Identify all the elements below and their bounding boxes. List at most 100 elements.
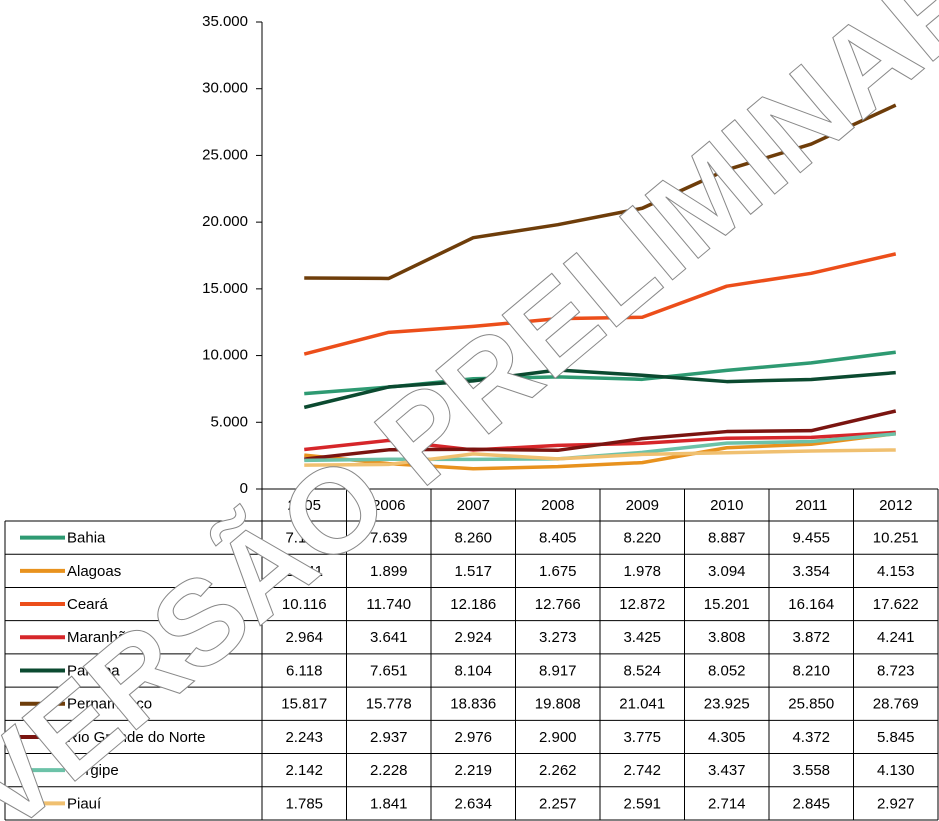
table-cell: 1.978 bbox=[623, 563, 661, 580]
table-cell: 3.273 bbox=[539, 629, 577, 646]
table-cell: 3.641 bbox=[370, 629, 408, 646]
table-cell: 2.900 bbox=[539, 729, 577, 746]
table-cell: 10.251 bbox=[873, 530, 919, 547]
table-cell: 2.142 bbox=[285, 762, 323, 779]
table-cell: 19.808 bbox=[535, 696, 581, 713]
y-tick-label: 25.000 bbox=[202, 146, 248, 163]
table-cell: 1.785 bbox=[285, 795, 323, 812]
series-line bbox=[303, 368, 896, 410]
table-cell: 3.558 bbox=[792, 762, 830, 779]
legend-label: Rio Grande do Norte bbox=[67, 729, 205, 746]
table-cell: 8.104 bbox=[454, 662, 492, 679]
table-cell: 4.372 bbox=[792, 729, 830, 746]
y-tick-label: 35.000 bbox=[202, 13, 248, 30]
series-line bbox=[304, 431, 896, 471]
x-tick-label: 2010 bbox=[710, 497, 743, 514]
table-cell: 4.305 bbox=[708, 729, 746, 746]
table-cell: 8.210 bbox=[792, 662, 830, 679]
y-tick-label: 15.000 bbox=[202, 280, 248, 297]
y-tick-label: 5.000 bbox=[210, 413, 248, 430]
table-cell: 3.437 bbox=[708, 762, 746, 779]
series-line bbox=[303, 252, 897, 356]
legend-label: Piauí bbox=[67, 795, 102, 812]
table-cell: 23.925 bbox=[704, 696, 750, 713]
x-tick-label: 2006 bbox=[372, 497, 405, 514]
table-cell: 4.130 bbox=[877, 762, 915, 779]
y-tick-label: 0 bbox=[240, 480, 248, 497]
legend-label: Maranhão bbox=[67, 629, 135, 646]
series-line bbox=[304, 409, 897, 461]
table-cell: 2.976 bbox=[454, 729, 492, 746]
table-cell: 7.651 bbox=[370, 662, 408, 679]
x-tick-label: 2005 bbox=[288, 497, 321, 514]
legend-label: Paraíba bbox=[67, 662, 120, 679]
legend-label: Alagoas bbox=[67, 563, 121, 580]
table-cell: 8.052 bbox=[708, 662, 746, 679]
legend-label: Bahia bbox=[67, 530, 106, 547]
table-cell: 7.639 bbox=[370, 530, 408, 547]
y-tick-label: 30.000 bbox=[202, 80, 248, 97]
table-cell: 1.841 bbox=[370, 795, 408, 812]
table-cell: 2.845 bbox=[792, 795, 830, 812]
series-line bbox=[304, 103, 897, 281]
table-cell: 8.887 bbox=[708, 530, 746, 547]
table-cell: 4.153 bbox=[877, 563, 915, 580]
table-cell: 3.425 bbox=[623, 629, 661, 646]
table-cell: 3.808 bbox=[708, 629, 746, 646]
table-cell: 11.740 bbox=[366, 596, 411, 613]
table-cell: 2.262 bbox=[539, 762, 577, 779]
legend-label: Sergipe bbox=[67, 762, 119, 779]
y-tick-label: 20.000 bbox=[202, 213, 248, 230]
x-tick-label: 2007 bbox=[457, 497, 490, 514]
table-cell: 2.964 bbox=[285, 629, 323, 646]
table-cell: 3.872 bbox=[792, 629, 830, 646]
table-cell: 2.937 bbox=[370, 729, 408, 746]
table-cell: 10.116 bbox=[282, 596, 327, 613]
x-tick-label: 2012 bbox=[879, 497, 912, 514]
table-cell: 2.257 bbox=[539, 795, 577, 812]
table-cell: 2.714 bbox=[708, 795, 746, 812]
table-cell: 8.405 bbox=[539, 530, 577, 547]
table-cell: 21.041 bbox=[619, 696, 665, 713]
table-cell: 2.924 bbox=[454, 629, 492, 646]
table-cell: 8.220 bbox=[623, 530, 661, 547]
table-cell: 28.769 bbox=[873, 696, 919, 713]
table-cell: 6.118 bbox=[286, 662, 322, 679]
legend-label: Ceará bbox=[67, 596, 109, 613]
table-cell: 18.836 bbox=[450, 696, 496, 713]
table-cell: 1.899 bbox=[370, 563, 408, 580]
table-cell: 15.201 bbox=[704, 596, 750, 613]
table-cell: 8.524 bbox=[623, 662, 661, 679]
table-cell: 2.243 bbox=[285, 729, 323, 746]
table-cell: 9.455 bbox=[792, 530, 830, 547]
table-cell: 1.517 bbox=[454, 563, 492, 580]
table-cell: 2.591 bbox=[623, 795, 661, 812]
table-cell: 8.723 bbox=[877, 662, 915, 679]
table-cell: 2.742 bbox=[623, 762, 661, 779]
table-cell: 15.778 bbox=[366, 696, 412, 713]
table-cell: 4.241 bbox=[877, 629, 915, 646]
table-cell: 2.228 bbox=[370, 762, 408, 779]
table-cell: 12.872 bbox=[619, 596, 665, 613]
table-cell: 3.775 bbox=[623, 729, 661, 746]
table-cell: 8.917 bbox=[539, 662, 577, 679]
table-cell: 3.094 bbox=[708, 563, 746, 580]
table-cell: 2.634 bbox=[454, 795, 492, 812]
series-line bbox=[304, 448, 896, 467]
table-cell: 8.260 bbox=[454, 530, 492, 547]
legend-label: Pernambuco bbox=[67, 696, 152, 713]
table-cell: 1.675 bbox=[539, 563, 577, 580]
x-tick-label: 2008 bbox=[541, 497, 574, 514]
table-cell: 2.219 bbox=[454, 762, 492, 779]
table-cell: 12.186 bbox=[450, 596, 496, 613]
x-tick-label: 2011 bbox=[795, 497, 827, 514]
table-cell: 7.144 bbox=[285, 530, 323, 547]
table-cell: 17.622 bbox=[873, 596, 919, 613]
x-tick-label: 2009 bbox=[626, 497, 659, 514]
table-cell: 2.541 bbox=[285, 563, 323, 580]
table-cell: 16.164 bbox=[788, 596, 834, 613]
table-cell: 2.927 bbox=[877, 795, 915, 812]
y-tick-label: 10.000 bbox=[202, 347, 248, 364]
table-cell: 12.766 bbox=[535, 596, 581, 613]
